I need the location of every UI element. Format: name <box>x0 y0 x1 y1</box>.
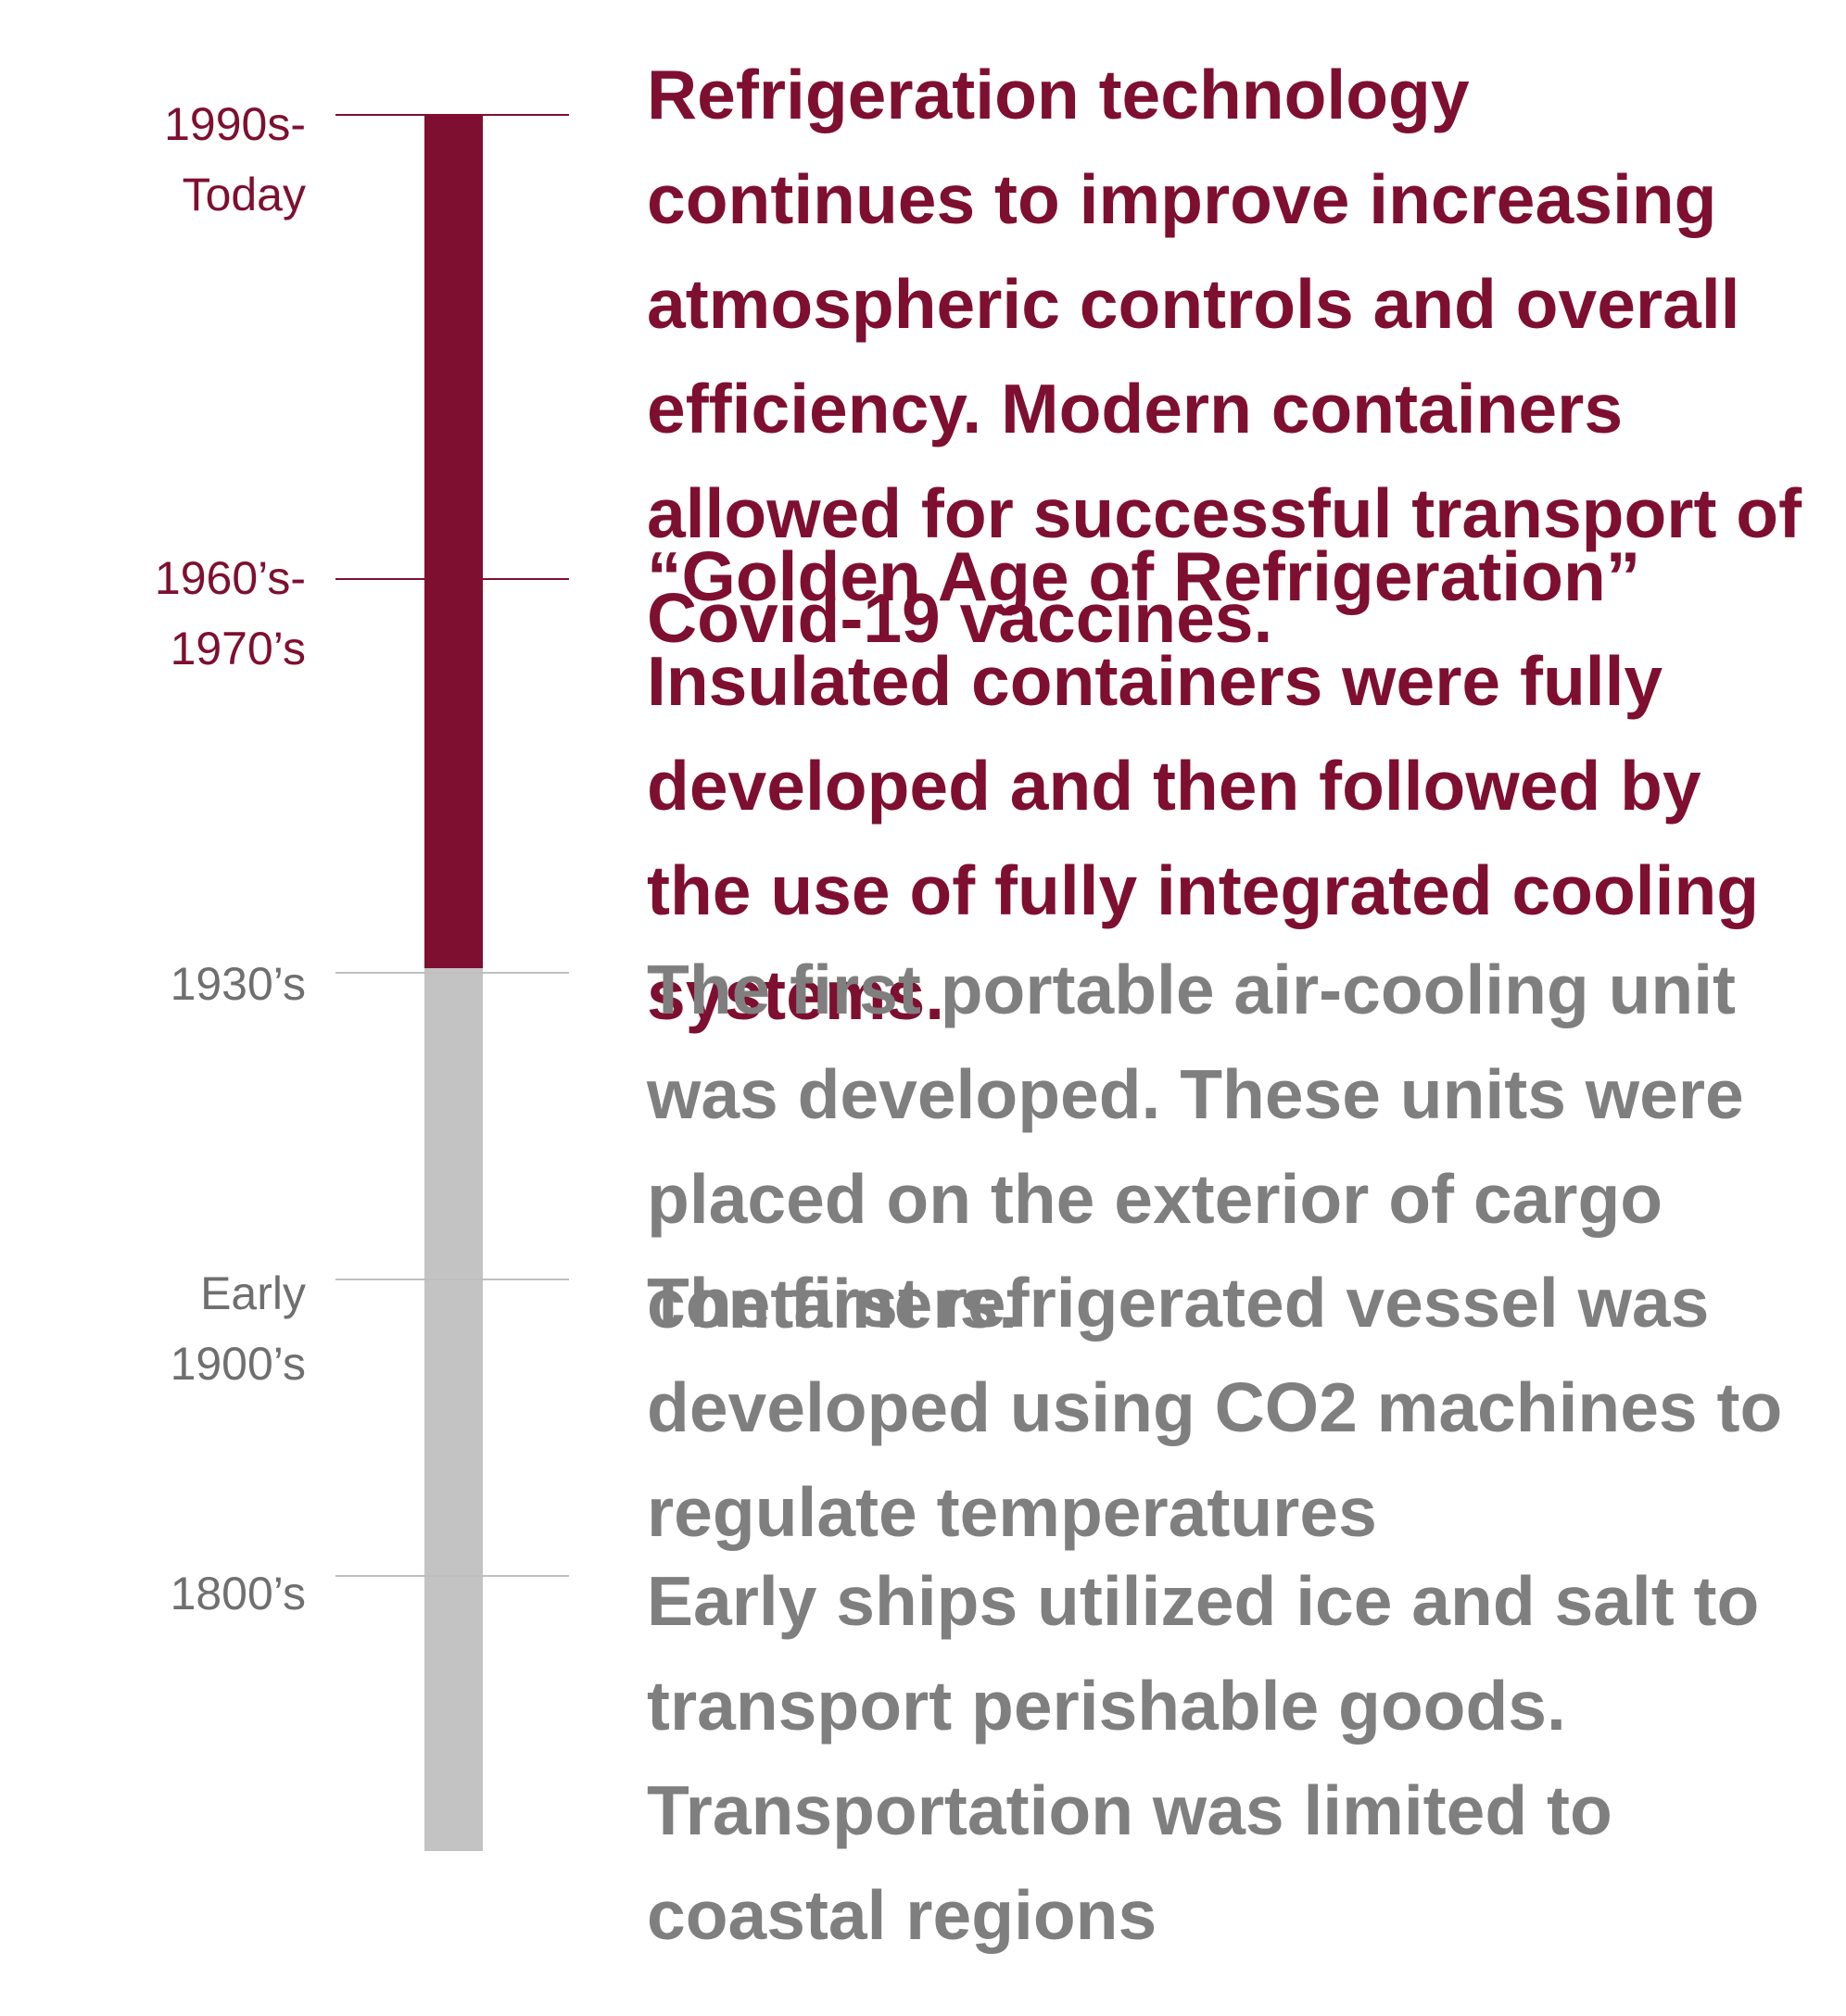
timeline-description: The first portable air-cooling unit was … <box>647 951 1744 1342</box>
period-line: 1900’s <box>170 1338 306 1390</box>
period-line: Early <box>200 1267 306 1319</box>
period-line: 1930’s <box>170 958 306 1010</box>
timeline-tick <box>335 114 569 116</box>
timeline-period-label: 1960’s- 1970’s <box>0 543 306 684</box>
timeline-period-label: 1990s- Today <box>0 89 306 230</box>
timeline-period-label: Early 1900’s <box>0 1258 306 1399</box>
timeline-tick <box>335 972 569 974</box>
timeline-description: The first refrigerated vessel was develo… <box>647 1264 1783 1551</box>
timeline-period-label: 1800’s <box>0 1558 306 1629</box>
period-line: Today <box>182 169 306 220</box>
timeline-description: Refrigeration technology continues to im… <box>647 56 1802 657</box>
timeline-bar-muted <box>424 968 483 1851</box>
timeline-tick <box>335 1575 569 1577</box>
period-line: 1970’s <box>170 623 306 674</box>
period-line: 1800’s <box>170 1568 306 1619</box>
timeline-bar-highlight <box>424 115 483 968</box>
period-line: 1990s- <box>164 98 306 150</box>
timeline-tick <box>335 578 569 580</box>
timeline-description: Early ships utilized ice and salt to tra… <box>647 1562 1760 1954</box>
timeline-period-label: 1930’s <box>0 949 306 1019</box>
timeline-description: “Golden Age of Refrigeration” Insulated … <box>647 537 1760 1034</box>
period-line: 1960’s- <box>154 552 306 604</box>
timeline-tick <box>335 1279 569 1280</box>
